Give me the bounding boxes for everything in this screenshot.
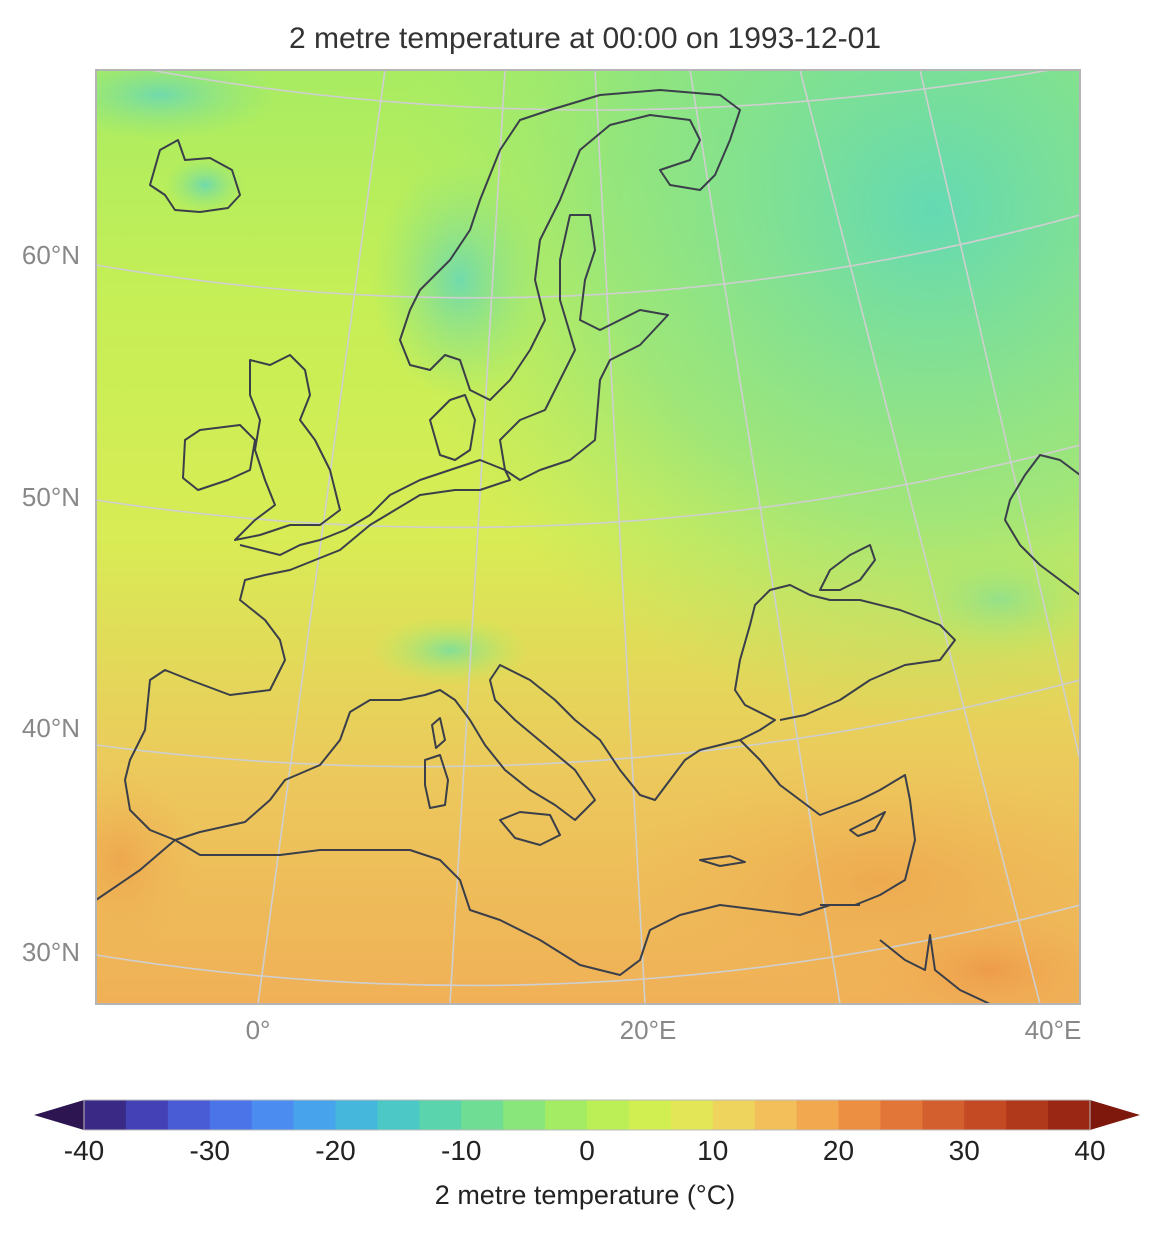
colorbar-cell [587,1100,630,1130]
britain-coast [234,354,341,541]
parallel-50n [96,444,1080,529]
lat-label-30n: 30°N [21,937,80,967]
colorbar-cell [335,1100,379,1130]
lat-label-60n: 60°N [21,240,80,270]
colorbar-cell [461,1100,504,1130]
colorbar-tick-label: 20 [822,1135,855,1166]
colorbar-cell [545,1100,588,1130]
colorbar-cell [293,1100,337,1130]
graticule [96,70,1080,1004]
colorbar-cell [796,1100,840,1130]
meridian-40e [799,70,1041,1004]
finland-coast [499,214,669,481]
colorbar-cell [922,1100,965,1130]
colorbar-label: 2 metre temperature (°C) [434,1180,736,1210]
colorbar-cells [84,1100,1091,1130]
meridian-20e [594,70,646,1004]
lat-label-40n: 40°N [21,713,80,743]
anatolia-coast [739,739,916,906]
colorbar-tick-label: 0 [579,1135,595,1166]
ireland-coast [182,424,256,491]
north-africa-coast [96,839,860,976]
colorbar-cell [670,1100,714,1130]
parallel-60n [96,214,1080,299]
corsica-coast [431,717,446,749]
colorbar-extend-low [34,1100,84,1130]
colorbar-cell [838,1100,882,1130]
meridian-0 [257,70,386,1004]
parallel-40n [96,679,1080,768]
colorbar-cell [964,1100,1007,1130]
colorbar-tick-label: 40 [1074,1135,1106,1166]
colorbar-cell [880,1100,923,1130]
colorbar-cell [754,1100,798,1130]
scandinavia-coast [399,89,741,401]
colorbar-tick-label: -10 [441,1135,482,1166]
lon-label-40e: 40°E [1024,1015,1082,1045]
sicily-coast [499,811,561,846]
colorbar-cell [167,1100,211,1130]
sardinia-coast [424,754,449,809]
meridian-30e [689,70,841,1004]
colorbar-cell [1006,1100,1049,1130]
colorbar-cell [251,1100,295,1130]
azov-coast [819,544,876,591]
colorbar-cell [628,1100,672,1130]
parallel-30n [96,904,1080,987]
colorbar-cell [419,1100,462,1130]
colorbar-tick-label: 30 [948,1135,980,1166]
cyprus-coast [849,811,886,837]
continent-coast [124,459,956,841]
colorbar-frame [83,1099,1091,1131]
colorbar-cell [84,1100,127,1130]
map-title: 2 metre temperature at 00:00 on 1993-12-… [288,22,882,55]
lat-label-50n: 50°N [21,482,80,512]
colorbar-tick-label: -30 [189,1135,230,1166]
red-sea-coast [879,934,991,1004]
colorbar-cell [712,1100,756,1130]
meridian-10e [449,70,506,1004]
colorbar-extend-high [1090,1100,1140,1130]
caspian-coast [1004,454,1080,596]
colorbar-cell [209,1100,253,1130]
lon-label-20e: 20°E [619,1015,677,1045]
lon-label-0: 0° [245,1015,271,1045]
colorbar-cell [503,1100,546,1130]
colorbar-tick-label: 10 [697,1135,729,1166]
parallel-70n [149,70,1051,111]
denmark-coast [429,394,476,461]
colorbar-cell [377,1100,420,1130]
iceland-coast [149,139,241,213]
map-frame [95,69,1081,1005]
colorbar-cell [1048,1100,1091,1130]
meridian-50e [919,70,1080,761]
colorbar-tick-label: -40 [63,1135,105,1166]
crete-coast [699,855,746,867]
colorbar-tick-label: -20 [315,1135,356,1166]
coastlines [96,89,1080,1004]
temperature-field [96,70,1080,1004]
colorbar-cell [125,1100,169,1130]
